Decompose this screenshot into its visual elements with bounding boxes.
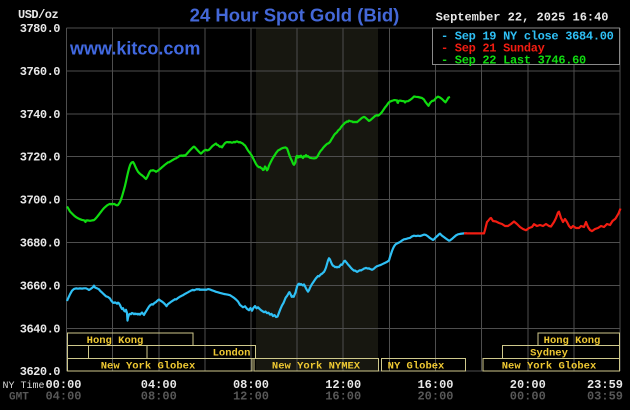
svg-text:Sydney: Sydney: [530, 348, 569, 360]
svg-text:00:00: 00:00: [45, 378, 81, 392]
svg-text:3760.0: 3760.0: [20, 65, 61, 79]
svg-text:12:00: 12:00: [233, 390, 269, 404]
svg-text:USD/oz: USD/oz: [18, 8, 59, 22]
svg-text:3640.0: 3640.0: [20, 322, 61, 336]
svg-text:3680.0: 3680.0: [20, 237, 61, 251]
svg-text:16:00: 16:00: [325, 390, 361, 404]
svg-text:00:00: 00:00: [510, 390, 546, 404]
svg-text:NY Globex: NY Globex: [388, 361, 445, 373]
svg-text:20:00: 20:00: [510, 378, 546, 392]
svg-text:16:00: 16:00: [417, 378, 453, 392]
svg-text:3620.0: 3620.0: [20, 365, 61, 379]
svg-text:3700.0: 3700.0: [20, 194, 61, 208]
svg-text:3740.0: 3740.0: [20, 108, 61, 122]
svg-text:www.kitco.com: www.kitco.com: [69, 39, 200, 59]
svg-text:New York Globex: New York Globex: [101, 361, 196, 373]
svg-text:24 Hour Spot Gold (Bid): 24 Hour Spot Gold (Bid): [190, 5, 400, 26]
svg-text:3720.0: 3720.0: [20, 151, 61, 165]
svg-text:- Sep 19 NY close 3684.00: - Sep 19 NY close 3684.00: [441, 29, 614, 43]
svg-text:08:00: 08:00: [233, 378, 269, 392]
svg-text:New York Globex: New York Globex: [502, 361, 597, 373]
svg-text:12:00: 12:00: [325, 378, 361, 392]
svg-text:04:00: 04:00: [141, 378, 177, 392]
svg-text:04:00: 04:00: [45, 390, 81, 404]
svg-text:3660.0: 3660.0: [20, 279, 61, 293]
svg-text:08:00: 08:00: [141, 390, 177, 404]
svg-text:23:59: 23:59: [587, 378, 623, 392]
svg-text:NY Time: NY Time: [3, 380, 45, 392]
svg-text:03:59: 03:59: [587, 390, 623, 404]
svg-text:- Sep 21 Sunday: - Sep 21 Sunday: [441, 41, 545, 55]
svg-text:GMT: GMT: [9, 392, 29, 404]
svg-text:Hong Kong: Hong Kong: [87, 335, 144, 347]
svg-text:- Sep 22 Last 3746.60: - Sep 22 Last 3746.60: [441, 53, 586, 67]
svg-text:London: London: [213, 348, 251, 360]
svg-text:20:00: 20:00: [417, 390, 453, 404]
svg-text:New York NYMEX: New York NYMEX: [272, 361, 361, 373]
svg-text:3780.0: 3780.0: [20, 22, 61, 36]
svg-text:September 22, 2025 16:40: September 22, 2025 16:40: [436, 11, 609, 25]
svg-text:Hong Kong: Hong Kong: [544, 335, 601, 347]
